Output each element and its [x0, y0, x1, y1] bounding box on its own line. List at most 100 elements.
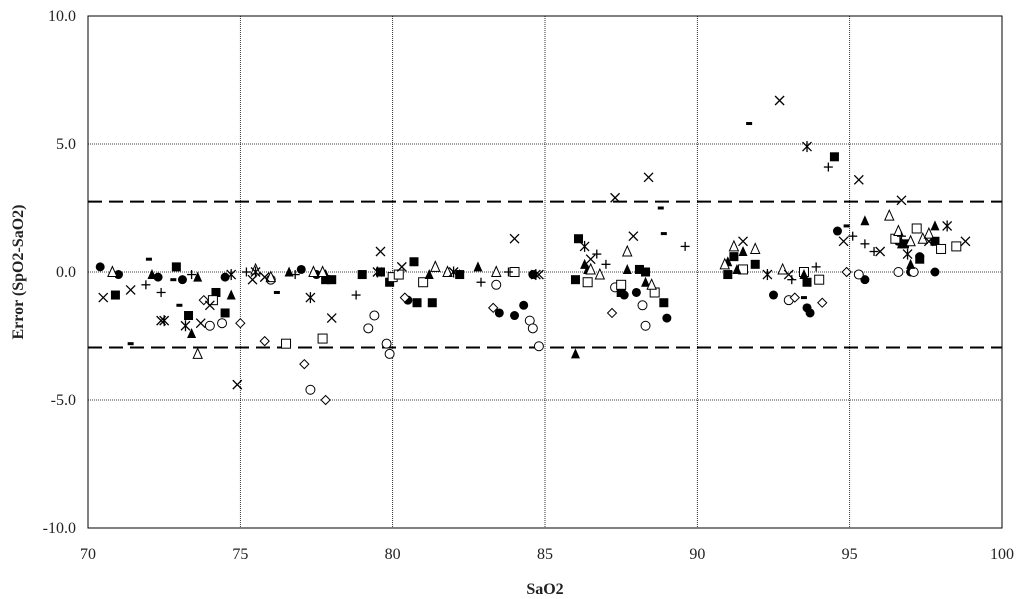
data-point-open-diamond: [487, 302, 499, 314]
data-point-plus: [787, 275, 797, 285]
data-point-filled-triangle: [226, 289, 236, 300]
data-point-filled-square: [574, 234, 584, 244]
data-point-filled-square: [930, 236, 940, 246]
data-point-filled-square: [659, 298, 669, 308]
data-point-open-circle: [527, 323, 538, 334]
data-point-open-triangle: [490, 265, 502, 277]
data-point-open-triangle: [884, 208, 895, 221]
data-point-open-square: [951, 241, 962, 252]
data-point-x: [326, 313, 337, 324]
data-point-open-triangle: [585, 262, 596, 275]
data-point-filled-triangle: [641, 276, 651, 287]
data-point-asterisk: [305, 292, 316, 304]
data-point-filled-square: [110, 290, 120, 300]
data-point-filled-square: [327, 275, 337, 285]
data-point-x: [923, 236, 934, 247]
grid-lines: [88, 16, 1002, 528]
data-point-open-triangle: [749, 242, 761, 254]
data-point-dash: [145, 257, 152, 261]
data-point-filled-triangle: [738, 246, 748, 257]
data-point-filled-circle: [95, 262, 105, 272]
data-point-x: [960, 236, 971, 247]
data-point-filled-square: [357, 270, 367, 280]
data-point-filled-square: [802, 277, 812, 287]
data-point-plus: [680, 241, 690, 251]
data-point-x: [853, 174, 864, 185]
data-point-x: [259, 272, 270, 283]
data-point-open-diamond: [841, 266, 852, 278]
data-point-open-square: [936, 243, 947, 254]
data-point-asterisk: [159, 315, 170, 327]
data-point-filled-square: [171, 262, 181, 272]
y-tick-label: -5.0: [51, 392, 76, 409]
data-point-x: [875, 246, 886, 257]
data-point-open-square: [418, 277, 429, 288]
data-point-filled-triangle: [193, 271, 203, 282]
data-point-filled-triangle: [570, 348, 580, 359]
data-point-dash: [127, 342, 134, 346]
data-point-asterisk: [530, 269, 541, 281]
data-point-open-circle: [637, 300, 648, 311]
data-point-x: [610, 192, 621, 203]
x-tick-label: 90: [689, 546, 705, 563]
tick-labels: 70 75 80 85 90 95 100 10.0 5.0 0.0 -5.0 -10.0: [43, 8, 1014, 563]
data-point-dash: [176, 303, 183, 307]
data-point-open-circle: [491, 279, 502, 290]
data-point-filled-square: [385, 277, 395, 287]
data-point-x: [738, 236, 748, 247]
data-point-filled-square: [641, 267, 651, 277]
data-point-filled-triangle: [424, 269, 434, 280]
data-point-filled-circle: [930, 267, 940, 277]
data-point-filled-circle: [519, 300, 529, 310]
data-point-open-triangle: [594, 267, 606, 280]
data-point-x: [232, 379, 243, 390]
data-point-x: [585, 254, 596, 265]
data-point-x: [643, 172, 654, 183]
data-point-filled-square: [900, 239, 910, 249]
data-point-x: [204, 300, 215, 311]
data-point-dash: [657, 206, 664, 210]
data-point-plus: [869, 247, 879, 257]
data-point-filled-triangle: [473, 261, 483, 272]
data-point-open-circle: [853, 269, 864, 280]
data-point-filled-square: [321, 275, 331, 285]
data-point-open-triangle: [646, 278, 657, 290]
data-point-asterisk: [762, 269, 773, 281]
data-point-x: [838, 236, 849, 247]
data-point-plus: [156, 287, 166, 297]
data-point-filled-circle: [220, 272, 230, 282]
data-point-asterisk: [579, 240, 590, 252]
x-tick-label: 85: [537, 546, 553, 563]
data-point-x: [375, 246, 386, 257]
data-point-plus: [141, 280, 151, 290]
data-point-open-square: [281, 338, 292, 349]
data-point-filled-triangle: [147, 269, 157, 280]
data-point-open-triangle: [621, 244, 633, 257]
data-point-x: [195, 318, 206, 329]
data-point-open-square: [814, 274, 825, 285]
data-point-open-circle: [305, 384, 316, 395]
data-point-asterisk: [372, 266, 383, 278]
data-point-plus: [848, 231, 858, 241]
data-point-filled-square: [915, 254, 925, 264]
data-point-x: [509, 233, 520, 244]
y-axis-title: Error (SpO2-SaO2): [10, 205, 27, 340]
data-point-filled-triangle: [799, 269, 809, 280]
x-tick-label: 70: [80, 546, 96, 563]
data-point-open-circle: [363, 323, 374, 334]
data-point-plus: [601, 259, 611, 269]
data-point-filled-square: [634, 264, 644, 274]
data-point-open-square: [911, 223, 922, 234]
data-point-open-triangle: [728, 239, 740, 252]
data-point-dash: [800, 296, 807, 300]
data-point-plus: [592, 249, 602, 259]
y-tick-label: 10.0: [48, 8, 76, 25]
x-tick-label: 95: [842, 546, 858, 563]
plot-frame: [87, 15, 1003, 529]
data-point-open-square: [582, 277, 593, 288]
data-point-open-circle: [369, 310, 380, 321]
data-point-filled-square: [723, 270, 733, 280]
data-point-filled-circle: [662, 313, 672, 323]
data-point-asterisk: [180, 320, 191, 332]
data-point-open-triangle: [905, 234, 916, 247]
